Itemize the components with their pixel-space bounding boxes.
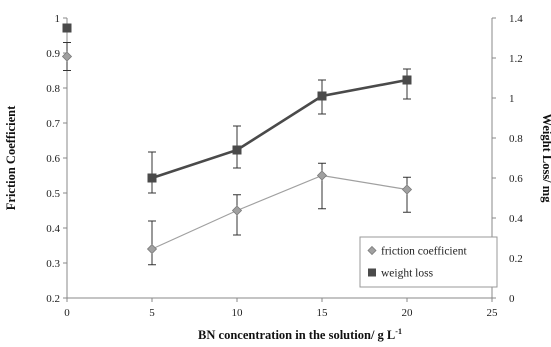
x-tick-label: 15 — [317, 307, 329, 319]
legend-square-marker — [368, 268, 376, 277]
legend-diamond-marker — [367, 245, 377, 256]
weight-loss-error-bar — [148, 151, 156, 194]
x-tick-label: 25 — [487, 307, 499, 319]
y-left-tick-label: 0.4 — [46, 223, 60, 235]
friction-coefficient-point — [146, 243, 158, 255]
plot-area — [61, 23, 413, 266]
legend-box — [359, 236, 498, 288]
friction-coefficient-point — [231, 205, 243, 216]
friction-coefficient-error-bar — [148, 220, 156, 266]
weight-loss-point — [147, 173, 157, 183]
weight-loss-line — [151, 78, 408, 180]
x-tick-label: 5 — [149, 307, 155, 319]
x-axis-title: BN concentration in the solution/ g L-1 — [198, 327, 402, 342]
y-left-tick-label: 0.9 — [46, 48, 60, 60]
y-right-tick-label: 0.8 — [509, 133, 523, 145]
x-tick-label: 20 — [402, 307, 414, 319]
y-left-tick-label: 0.7 — [46, 118, 60, 130]
y-right-tick-label: 1 — [509, 93, 515, 105]
y-right-tick-label: 1.4 — [509, 13, 523, 25]
friction-coefficient-error-bar — [318, 162, 326, 210]
friction-coefficient-error-bar — [403, 176, 411, 213]
x-tick-label: 10 — [232, 307, 244, 319]
x-tick-label: 0 — [64, 307, 70, 319]
friction-coefficient-point — [61, 51, 73, 62]
y-left-tick-label: 1 — [55, 13, 61, 25]
weight-loss-point — [317, 91, 327, 101]
y-right-tick-label: 0.6 — [509, 173, 523, 185]
y-right-tick-label: 0 — [509, 293, 515, 305]
weight-loss-point — [62, 23, 72, 33]
y-left-tick-label: 0.3 — [46, 258, 60, 270]
y-right-tick-label: 1.2 — [509, 53, 523, 65]
y-right-tick-label: 0.2 — [509, 253, 523, 265]
legend: friction coefficient weight loss — [359, 236, 498, 288]
legend-label-friction-coefficient: friction coefficient — [381, 246, 467, 258]
y-left-tick-label: 0.2 — [46, 293, 60, 305]
friction-coefficient-point — [316, 170, 328, 181]
weight-loss-point — [402, 75, 412, 85]
legend-label-weight-loss: weight loss — [381, 268, 434, 280]
friction-coefficient-point — [401, 184, 413, 195]
y-left-tick-label: 0.5 — [46, 188, 60, 200]
y-axis-left-title: Friction Coefficient — [4, 105, 18, 210]
friction-coefficient-line — [151, 174, 408, 250]
weight-loss-point — [232, 145, 242, 155]
y-axis-right-title: Weight Loss/ mg — [540, 114, 551, 204]
axes: 0.20.30.40.50.60.70.80.9100.20.40.60.811… — [46, 13, 523, 319]
y-left-tick-label: 0.6 — [46, 153, 60, 165]
y-right-tick-label: 0.4 — [509, 213, 523, 225]
y-left-tick-label: 0.8 — [46, 83, 60, 95]
